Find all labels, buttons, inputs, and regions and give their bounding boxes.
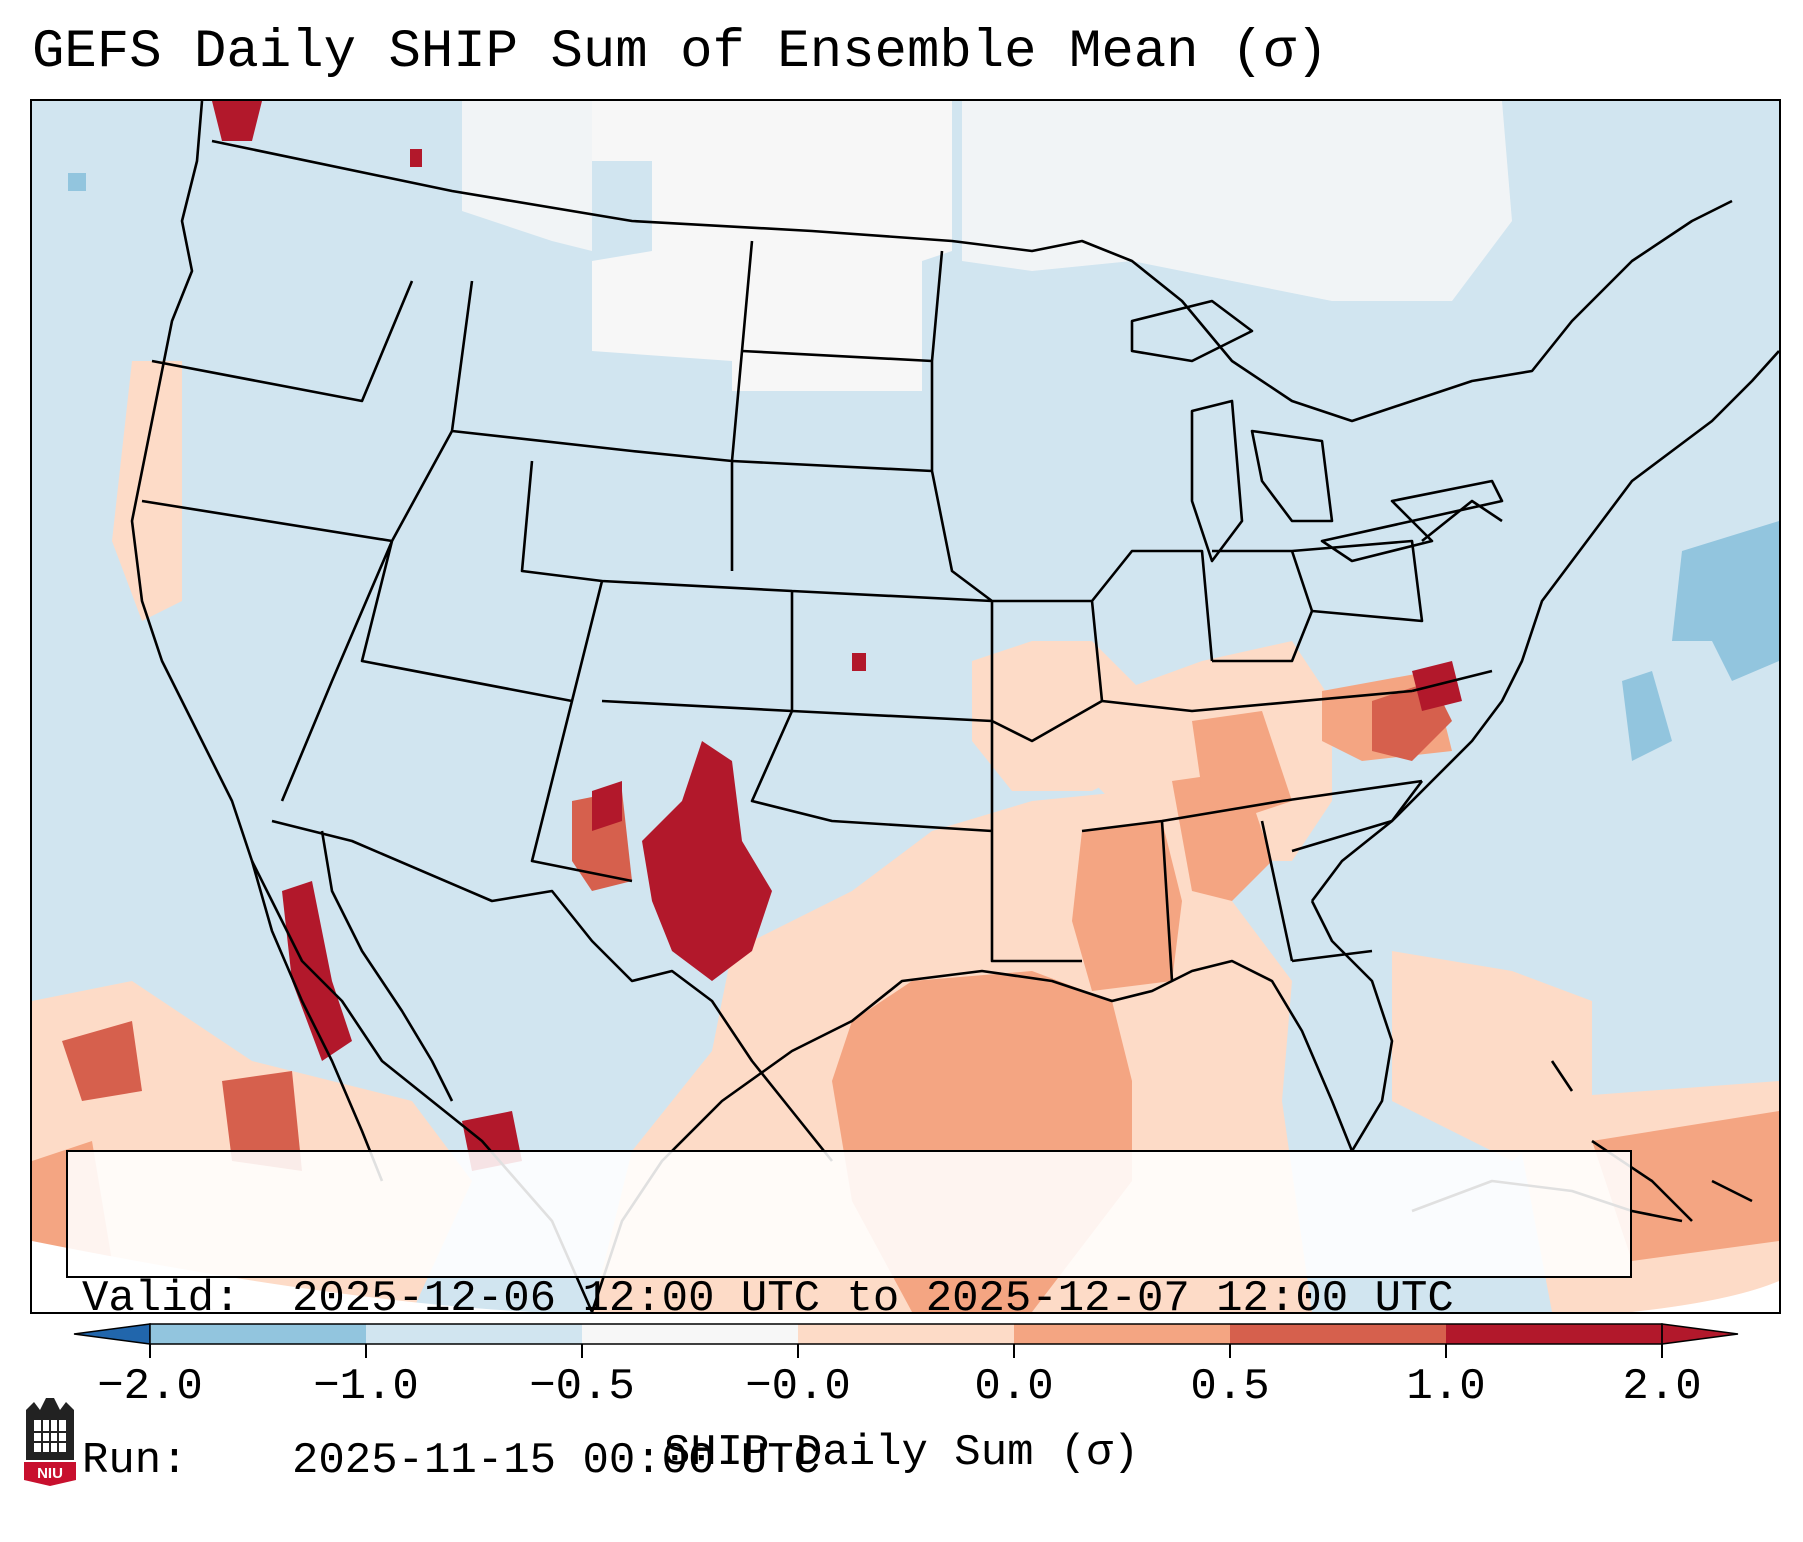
colorbar-segment — [798, 1324, 1014, 1344]
patch-atl-blue — [1672, 521, 1779, 681]
run-value: 2025-11-15 00:00 UTC — [292, 1436, 821, 1486]
colorbar-tick-label: 2.0 — [1622, 1362, 1702, 1412]
colorbar — [0, 1316, 1803, 1376]
state-lines — [141, 240, 1503, 982]
niu-logo-icon: NIU — [24, 1398, 76, 1486]
colorbar-segment — [582, 1324, 798, 1344]
run-label: Run: — [82, 1436, 188, 1486]
colorbar-ticks — [149, 1344, 1663, 1358]
baja-coastline — [250, 860, 384, 1182]
colorbar-tick-label: −0.0 — [745, 1362, 851, 1412]
west-coastline — [130, 101, 594, 1312]
colorbar-segment — [1014, 1324, 1230, 1344]
patch-tn-med — [1192, 711, 1292, 821]
patch-bc-darkred2 — [410, 149, 422, 167]
patch-westcoast-light — [112, 361, 182, 621]
colorbar-segment — [150, 1324, 366, 1344]
colorbar-extend-high — [1661, 1323, 1739, 1345]
logo-text: NIU — [37, 1465, 63, 1482]
map-svg — [32, 101, 1779, 1312]
colorbar-segment — [1446, 1324, 1662, 1344]
field-patches — [32, 101, 1779, 1312]
valid-value: 2025-12-06 12:00 UTC to 2025-12-07 12:00… — [292, 1274, 1454, 1324]
patch-pac-blue — [68, 173, 86, 191]
florida-coastline — [1310, 900, 1394, 1152]
us-mexico-border — [271, 819, 834, 1162]
colorbar-svg — [73, 1323, 1739, 1358]
colorbar-label: SHIP Daily Sum (σ) — [663, 1428, 1140, 1478]
colorbar-segment — [1230, 1324, 1446, 1344]
patch-pac-dark — [62, 1021, 142, 1101]
valid-line: Valid: 2025-12-06 12:00 UTC to 2025-12-07… — [82, 1272, 1630, 1326]
patch-white-canada-w — [462, 101, 592, 251]
colorbar-tick-label: 0.0 — [974, 1362, 1054, 1412]
us-canada-border — [211, 139, 1733, 423]
patch-white-canada — [592, 101, 952, 391]
patch-atl-blue2 — [1622, 671, 1672, 761]
colorbar-tick-label: −2.0 — [97, 1362, 203, 1412]
colorbar-segments — [73, 1323, 1739, 1345]
colorbar-tick-label: −0.5 — [529, 1362, 635, 1412]
patch-white-canada-e — [962, 101, 1512, 301]
colorbar-tick-label: 0.5 — [1190, 1362, 1270, 1412]
patch-ohio-light — [972, 641, 1152, 791]
gulf-california — [320, 830, 454, 1102]
colorbar-tick-label: 1.0 — [1406, 1362, 1486, 1412]
map-panel — [30, 99, 1781, 1314]
projection-edge-left — [32, 1241, 532, 1312]
patch-pac-dark2 — [222, 1071, 302, 1171]
gulf-coastline — [590, 959, 1354, 1312]
colorbar-tick-label: −1.0 — [313, 1362, 419, 1412]
patch-gulfca-darkred — [282, 881, 352, 1061]
atlantic-coastline — [1310, 350, 1779, 902]
run-line: Run: 2025-11-15 00:00 UTC — [82, 1434, 1630, 1488]
great-lakes — [1130, 299, 1504, 563]
patch-nm-darkred — [592, 781, 622, 831]
colorbar-extend-low — [73, 1323, 151, 1345]
patch-bc-darkred — [212, 101, 262, 141]
valid-label: Valid: — [82, 1274, 241, 1324]
patch-carib-med — [1592, 1111, 1779, 1261]
map-title: GEFS Daily SHIP Sum of Ensemble Mean (σ) — [32, 22, 1329, 83]
colorbar-segment — [366, 1324, 582, 1344]
patch-tx-darkred — [642, 741, 772, 981]
patch-ms-med — [1072, 821, 1182, 991]
projection-edge-right — [1632, 1281, 1779, 1312]
patch-ks-darkred — [852, 653, 866, 671]
colorbar-frame — [149, 1323, 1663, 1345]
valid-run-box: Valid: 2025-12-06 12:00 UTC to 2025-12-07… — [66, 1150, 1632, 1486]
